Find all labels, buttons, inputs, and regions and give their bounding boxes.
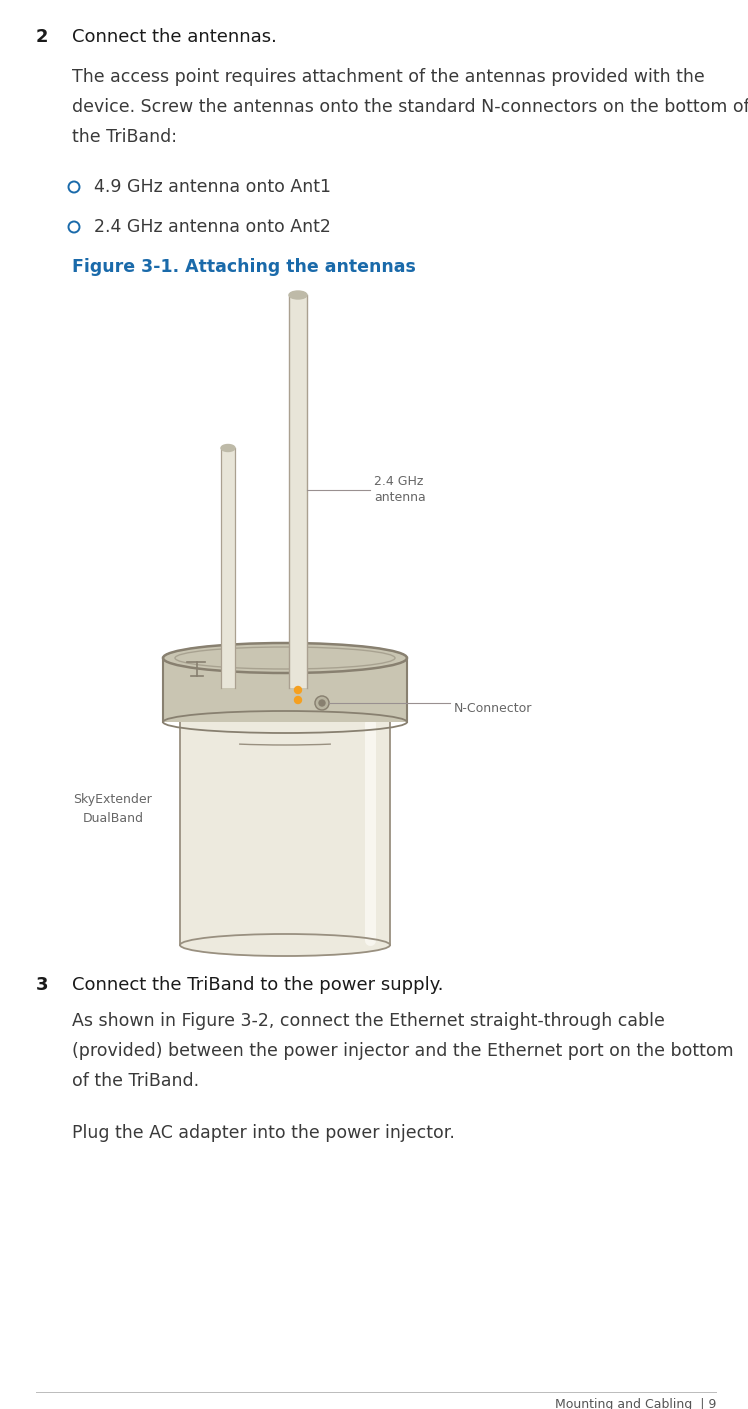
Text: the TriBand:: the TriBand: [72,128,177,147]
Text: 2.4 GHz: 2.4 GHz [374,475,423,488]
Text: Plug the AC adapter into the power injector.: Plug the AC adapter into the power injec… [72,1124,455,1143]
Circle shape [315,696,329,710]
Text: Figure 3-1. Attaching the antennas: Figure 3-1. Attaching the antennas [72,258,416,276]
Ellipse shape [289,292,307,299]
Text: 4.9 GHz antenna onto Ant1: 4.9 GHz antenna onto Ant1 [94,178,331,196]
Text: The access point requires attachment of the antennas provided with the: The access point requires attachment of … [72,68,705,86]
Polygon shape [289,294,307,688]
Ellipse shape [221,444,235,451]
Ellipse shape [180,934,390,955]
Text: Connect the antennas.: Connect the antennas. [72,28,277,46]
Polygon shape [180,719,390,945]
Circle shape [319,700,325,706]
Text: 3: 3 [36,976,49,993]
Text: N-Connector: N-Connector [454,702,533,714]
Polygon shape [221,448,235,688]
Text: Connect the TriBand to the power supply.: Connect the TriBand to the power supply. [72,976,444,993]
Text: Mounting and Cabling  | 9: Mounting and Cabling | 9 [554,1398,716,1409]
Ellipse shape [163,643,407,674]
Text: As shown in Figure 3-2, connect the Ethernet straight-through cable: As shown in Figure 3-2, connect the Ethe… [72,1012,665,1030]
Text: DualBand: DualBand [82,812,144,824]
Circle shape [295,686,301,693]
Text: 2.4 GHz antenna onto Ant2: 2.4 GHz antenna onto Ant2 [94,218,331,235]
Text: (provided) between the power injector and the Ethernet port on the bottom: (provided) between the power injector an… [72,1043,734,1060]
Text: SkyExtender: SkyExtender [73,793,153,806]
Text: device. Screw the antennas onto the standard N-connectors on the bottom of: device. Screw the antennas onto the stan… [72,99,748,116]
Circle shape [295,696,301,703]
Text: 2: 2 [36,28,49,46]
Polygon shape [163,658,407,721]
Text: antenna: antenna [374,490,426,504]
Text: of the TriBand.: of the TriBand. [72,1072,199,1091]
